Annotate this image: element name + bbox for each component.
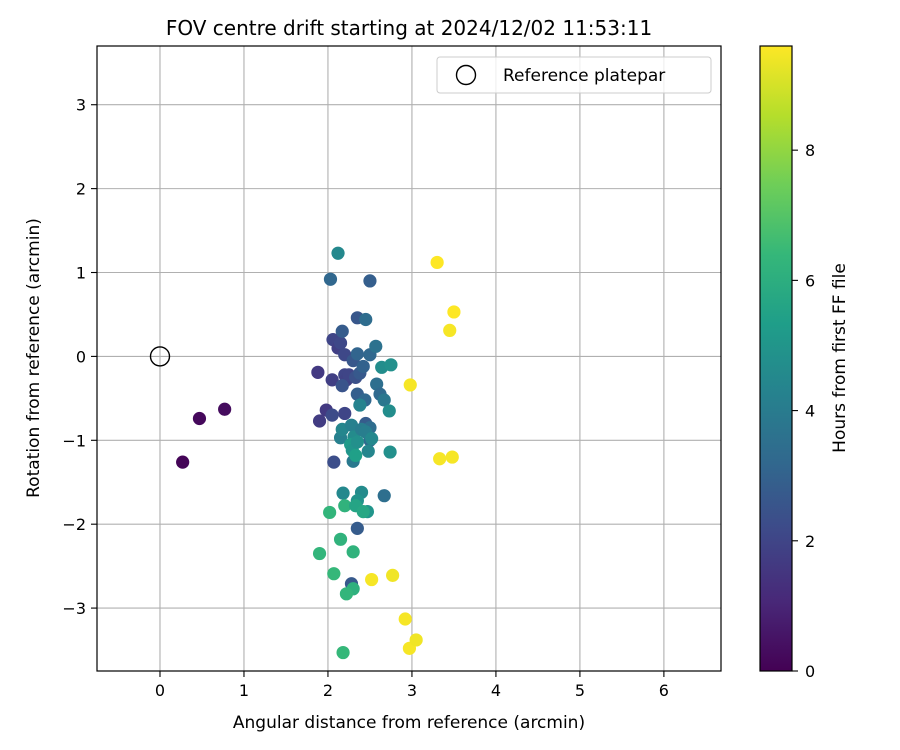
scatter-point [336, 486, 350, 500]
scatter-point [325, 408, 339, 422]
y-tick-label: 1 [76, 264, 86, 283]
scatter-point [377, 489, 391, 503]
scatter-point [369, 339, 383, 353]
scatter-point [350, 347, 364, 361]
scatter-point [349, 448, 363, 462]
scatter-point [333, 336, 348, 350]
scatter-point [335, 379, 349, 393]
x-tick-label: 3 [407, 681, 417, 700]
colorbar-tick-label: 8 [805, 141, 815, 160]
scatter-point [336, 645, 350, 660]
scatter-point [384, 358, 398, 372]
scatter-point [447, 305, 461, 319]
scatter-point [433, 452, 447, 466]
colorbar-tick-label: 0 [805, 662, 815, 681]
x-tick-label: 0 [155, 681, 165, 700]
legend-label-reference-platepar: Reference platepar [503, 66, 665, 86]
scatter-point [350, 521, 364, 535]
x-axis-ticks: 0 1 2 3 4 5 6 [155, 671, 669, 700]
x-tick-label: 2 [323, 681, 333, 700]
scatter-point [386, 568, 400, 582]
scatter-point [356, 505, 370, 519]
scatter-point [339, 587, 354, 601]
scatter-point [382, 404, 396, 418]
scatter-point [370, 377, 384, 391]
scatter-point [311, 365, 325, 379]
x-tick-label: 5 [575, 681, 585, 700]
scatter-point [363, 274, 377, 288]
scatter-point [365, 572, 379, 587]
scatter-point [346, 545, 360, 559]
plot-area: 0 1 2 3 4 5 6 −3 −2 −1 0 1 2 3 [62, 45, 722, 700]
colorbar-ticks: 0 2 4 6 8 [792, 141, 815, 681]
scatter-point [430, 255, 444, 270]
legend-box [436, 56, 712, 94]
scatter-point [356, 359, 370, 374]
scatter-point [218, 402, 232, 416]
scatter-point [383, 445, 397, 459]
scatter-point [312, 546, 327, 561]
colorbar: 0 2 4 6 8 Hours from first FF file [759, 45, 850, 681]
y-tick-label: −1 [62, 431, 86, 450]
scatter-point [445, 450, 459, 464]
scatter-point [403, 378, 417, 392]
y-axis-label: Rotation from reference (arcmin) [24, 218, 44, 498]
colorbar-tick-label: 4 [805, 402, 815, 421]
scatter-point [192, 411, 207, 426]
scatter-point [409, 633, 423, 647]
scatter-point [398, 612, 412, 626]
scatter-point [176, 455, 190, 469]
scatter-points [176, 246, 461, 660]
plot-frame [96, 45, 722, 672]
grid-lines [97, 46, 721, 671]
chart-title: FOV centre drift starting at 2024/12/02 … [166, 16, 652, 40]
y-tick-label: −2 [62, 515, 86, 534]
y-tick-label: 3 [76, 96, 86, 115]
x-tick-label: 6 [659, 681, 669, 700]
x-tick-label: 4 [491, 681, 501, 700]
scatter-point [335, 324, 349, 338]
scatter-point [353, 398, 367, 412]
colorbar-frame [759, 45, 793, 672]
scatter-point [323, 272, 338, 286]
scatter-point [327, 567, 341, 581]
scatter-point [333, 532, 348, 546]
reference-marker-layer [149, 346, 171, 367]
scatter-point [323, 505, 337, 520]
y-axis-ticks: −3 −2 −1 0 1 2 3 [62, 96, 97, 618]
scatter-point [331, 246, 345, 260]
legend: Reference platepar [436, 56, 712, 94]
legend-reference-marker [455, 64, 477, 86]
scatter-point [344, 418, 359, 432]
scatter-point [377, 393, 391, 407]
colorbar-tick-label: 6 [805, 271, 815, 290]
scatter-point [361, 444, 375, 458]
x-axis-label: Angular distance from reference (arcmin) [233, 713, 585, 733]
scatter-point [359, 312, 373, 327]
reference-platepar-marker [149, 346, 171, 367]
scatter-point [338, 499, 352, 513]
scatter-point [443, 323, 457, 337]
scatter-point [327, 455, 341, 469]
scatter-point [338, 406, 352, 421]
scatter-point [312, 414, 327, 428]
colorbar-tick-label: 2 [805, 532, 815, 551]
colorbar-label: Hours from first FF file [830, 263, 850, 453]
plot-background [97, 46, 721, 671]
scatter-point [325, 373, 339, 387]
y-tick-label: −3 [62, 599, 86, 618]
scatter-point [365, 432, 379, 446]
y-tick-label: 2 [76, 180, 86, 199]
colorbar-gradient [760, 46, 792, 671]
x-tick-label: 1 [239, 681, 249, 700]
scatter-point [350, 435, 364, 449]
y-tick-label: 0 [76, 347, 86, 366]
